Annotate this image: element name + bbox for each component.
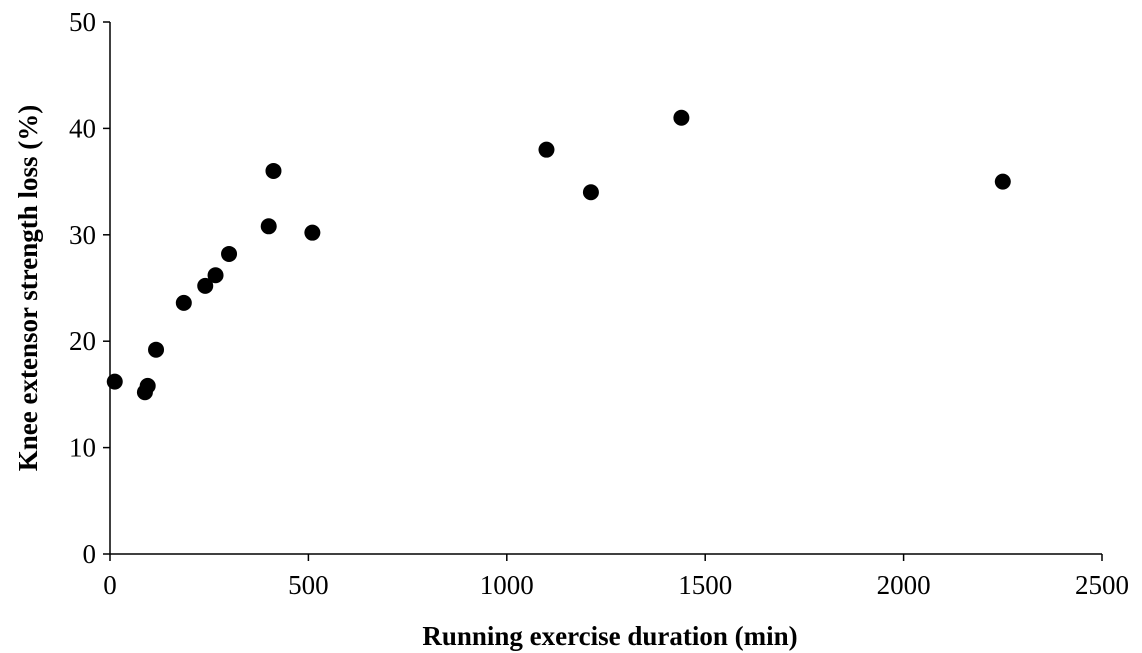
y-tick-label: 30: [69, 220, 96, 250]
data-point: [538, 141, 555, 158]
y-axis-title: Knee extensor strength loss (%): [13, 105, 43, 471]
data-point: [106, 373, 123, 390]
y-tick-label: 20: [69, 326, 96, 356]
x-axis-ticks: 0 500 1000 1500 2000 2500: [103, 554, 1129, 600]
y-tick-label: 0: [83, 539, 97, 569]
x-tick-label: 0: [103, 570, 117, 600]
x-axis-title: Running exercise duration (min): [422, 621, 797, 651]
data-point: [139, 377, 156, 394]
data-point: [260, 218, 277, 235]
x-tick-label: 500: [288, 570, 329, 600]
data-point: [994, 173, 1011, 190]
data-point: [148, 341, 165, 358]
data-point: [673, 109, 690, 126]
data-point: [304, 224, 321, 241]
x-tick-label: 1500: [678, 570, 732, 600]
data-point: [207, 267, 224, 284]
x-tick-label: 2500: [1075, 570, 1129, 600]
y-tick-label: 50: [69, 7, 96, 37]
data-point: [265, 162, 282, 179]
x-tick-label: 2000: [877, 570, 931, 600]
data-points: [106, 109, 1011, 401]
data-point: [175, 294, 192, 311]
y-tick-label: 40: [69, 113, 96, 143]
data-point: [221, 245, 238, 262]
data-point: [197, 277, 214, 294]
data-point: [582, 184, 599, 201]
y-axis-ticks: 0 10 20 30 40 50: [69, 7, 110, 569]
x-tick-label: 1000: [480, 570, 534, 600]
y-tick-label: 10: [69, 433, 96, 463]
